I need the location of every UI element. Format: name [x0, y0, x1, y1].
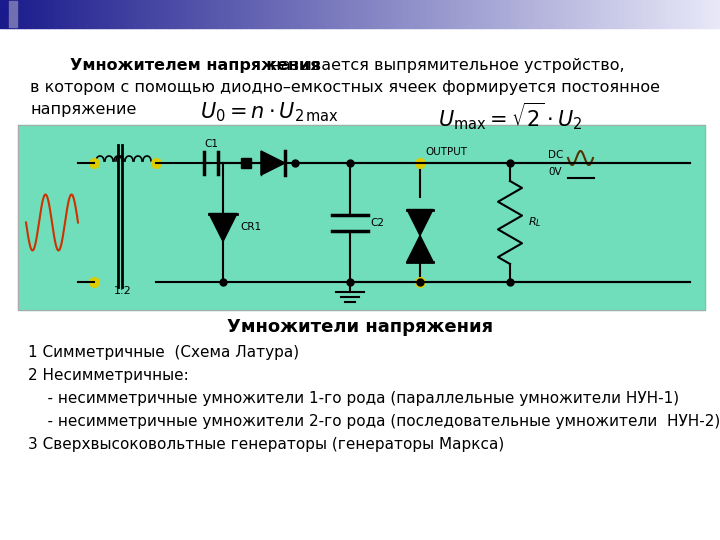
- Text: 3 Сверхвысоковольтные генераторы (генераторы Маркса): 3 Сверхвысоковольтные генераторы (генера…: [28, 437, 504, 452]
- Polygon shape: [209, 213, 237, 241]
- Text: в котором с помощью диодно–емкостных ячеек формируется постоянное: в котором с помощью диодно–емкостных яче…: [30, 80, 660, 95]
- Text: 1 Симметричные  (Схема Латура): 1 Симметричные (Схема Латура): [28, 345, 299, 360]
- Text: C2: C2: [370, 218, 384, 227]
- Text: DC: DC: [548, 150, 563, 160]
- Text: 0V: 0V: [548, 167, 562, 177]
- Text: - несимметричные умножители 1-го рода (параллельные умножители НУН-1): - несимметричные умножители 1-го рода (п…: [28, 391, 679, 406]
- Text: Умножители напряжения: Умножители напряжения: [227, 318, 493, 336]
- Text: $R_L$: $R_L$: [528, 215, 541, 230]
- Polygon shape: [407, 210, 433, 235]
- Text: называется выпрямительное устройство,: называется выпрямительное устройство,: [265, 58, 625, 73]
- Text: 1:2: 1:2: [114, 286, 132, 296]
- Polygon shape: [407, 235, 433, 261]
- Text: напряжение: напряжение: [30, 102, 136, 117]
- Text: Умножителем напряжения: Умножителем напряжения: [70, 58, 320, 73]
- Text: OUTPUT: OUTPUT: [425, 147, 467, 157]
- Text: CR1: CR1: [240, 222, 261, 233]
- Text: $U_{\mathrm{max}} = \sqrt{2} \cdot U_2$: $U_{\mathrm{max}} = \sqrt{2} \cdot U_2$: [438, 100, 582, 132]
- Text: - несимметричные умножители 2-го рода (последовательные умножители  НУН-2): - несимметричные умножители 2-го рода (п…: [28, 414, 720, 429]
- Text: C1: C1: [204, 139, 218, 149]
- Text: $U_0 = n \cdot U_{2\,\mathrm{max}}$: $U_0 = n \cdot U_{2\,\mathrm{max}}$: [200, 100, 340, 124]
- Polygon shape: [261, 151, 285, 175]
- Polygon shape: [241, 158, 251, 168]
- Text: 2 Несимметричные:: 2 Несимметричные:: [28, 368, 189, 383]
